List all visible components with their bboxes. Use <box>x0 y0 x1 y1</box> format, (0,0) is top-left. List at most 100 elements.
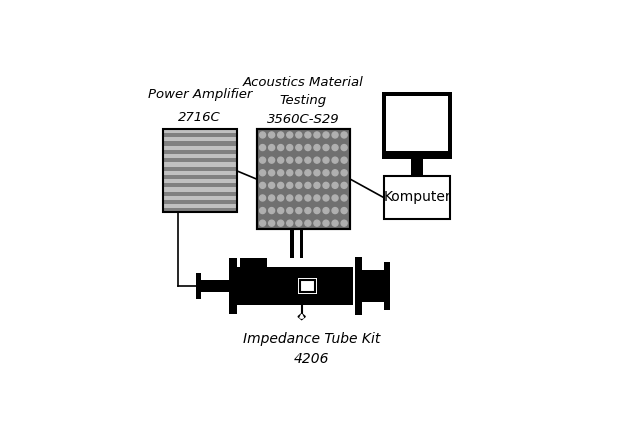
Circle shape <box>259 157 266 163</box>
Bar <box>257 129 350 229</box>
Bar <box>163 137 237 141</box>
Text: Power Amplifier: Power Amplifier <box>148 88 252 101</box>
Circle shape <box>269 220 274 226</box>
Text: Komputer: Komputer <box>383 191 451 204</box>
Text: 4206: 4206 <box>294 352 329 366</box>
Circle shape <box>259 207 266 214</box>
Circle shape <box>286 170 293 176</box>
Circle shape <box>259 220 266 226</box>
Circle shape <box>305 182 311 188</box>
Circle shape <box>332 195 338 201</box>
Circle shape <box>332 145 338 151</box>
Circle shape <box>332 157 338 163</box>
Circle shape <box>296 207 302 214</box>
Circle shape <box>314 220 320 226</box>
Bar <box>163 191 237 196</box>
Bar <box>163 146 237 150</box>
Text: 3560C-S29: 3560C-S29 <box>267 113 339 126</box>
Circle shape <box>305 195 311 201</box>
Circle shape <box>323 220 329 226</box>
Circle shape <box>259 132 266 138</box>
Bar <box>196 273 201 299</box>
Polygon shape <box>298 314 305 319</box>
Circle shape <box>323 157 329 163</box>
Bar <box>237 267 353 305</box>
Bar <box>300 229 303 258</box>
Circle shape <box>259 195 266 201</box>
Circle shape <box>269 145 274 151</box>
Circle shape <box>286 157 293 163</box>
Circle shape <box>323 195 329 201</box>
Circle shape <box>332 220 338 226</box>
Circle shape <box>341 170 347 176</box>
Circle shape <box>286 220 293 226</box>
Text: 2716C: 2716C <box>179 111 221 124</box>
Circle shape <box>286 195 293 201</box>
Circle shape <box>278 145 284 151</box>
Bar <box>163 141 237 146</box>
Bar <box>163 154 237 158</box>
Circle shape <box>341 220 347 226</box>
Circle shape <box>305 170 311 176</box>
Circle shape <box>332 207 338 214</box>
Circle shape <box>286 182 293 188</box>
Circle shape <box>259 145 266 151</box>
Circle shape <box>305 207 311 214</box>
Bar <box>163 129 237 213</box>
Circle shape <box>286 145 293 151</box>
Bar <box>382 151 452 159</box>
Bar <box>163 171 237 175</box>
Circle shape <box>286 132 293 138</box>
Circle shape <box>269 182 274 188</box>
Bar <box>201 279 229 293</box>
Bar <box>384 262 390 310</box>
Circle shape <box>305 157 311 163</box>
Text: Impedance Tube Kit: Impedance Tube Kit <box>243 332 380 345</box>
Circle shape <box>332 170 338 176</box>
Bar <box>163 129 237 133</box>
Bar <box>163 175 237 179</box>
Bar <box>163 179 237 183</box>
Bar <box>163 200 237 204</box>
Bar <box>163 162 237 167</box>
Circle shape <box>259 182 266 188</box>
Circle shape <box>296 220 302 226</box>
Circle shape <box>323 207 329 214</box>
Bar <box>163 158 237 162</box>
Bar <box>384 176 451 219</box>
Bar <box>290 229 294 258</box>
Circle shape <box>296 170 302 176</box>
Circle shape <box>341 195 347 201</box>
Circle shape <box>314 182 320 188</box>
Bar <box>163 187 237 191</box>
Bar <box>229 258 237 314</box>
Text: Testing: Testing <box>280 94 327 107</box>
Circle shape <box>296 195 302 201</box>
Circle shape <box>269 157 274 163</box>
Bar <box>355 257 362 315</box>
Circle shape <box>341 207 347 214</box>
Circle shape <box>278 182 284 188</box>
Circle shape <box>296 145 302 151</box>
Bar <box>411 159 423 176</box>
Circle shape <box>314 207 320 214</box>
Bar <box>163 150 237 154</box>
Circle shape <box>341 182 347 188</box>
Circle shape <box>314 157 320 163</box>
Circle shape <box>269 132 274 138</box>
Circle shape <box>305 220 311 226</box>
Bar <box>386 96 448 155</box>
Circle shape <box>269 207 274 214</box>
Circle shape <box>296 182 302 188</box>
Bar <box>163 133 237 137</box>
Bar <box>382 92 452 159</box>
Circle shape <box>269 195 274 201</box>
Bar <box>257 129 350 229</box>
Circle shape <box>278 195 284 201</box>
Circle shape <box>314 132 320 138</box>
Polygon shape <box>300 314 304 318</box>
Circle shape <box>341 145 347 151</box>
Circle shape <box>286 207 293 214</box>
Circle shape <box>305 145 311 151</box>
Bar <box>163 183 237 187</box>
